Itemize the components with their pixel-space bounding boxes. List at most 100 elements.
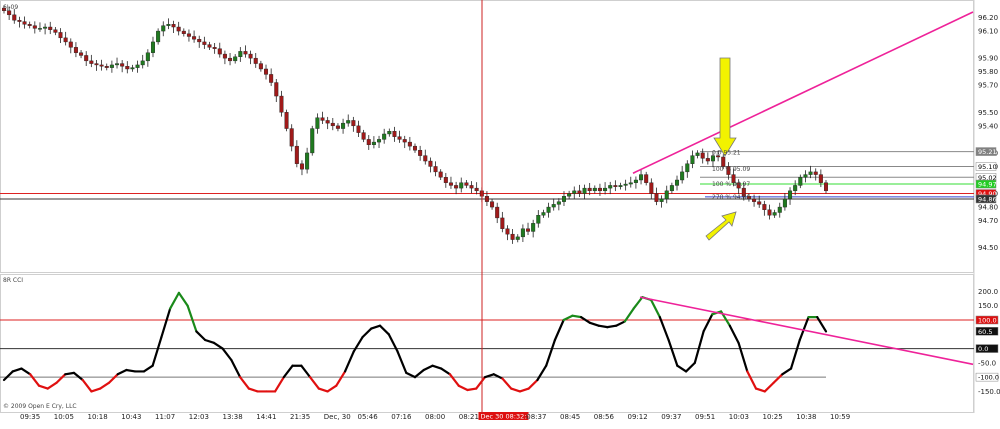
time-tick-label: 09:35: [20, 413, 40, 421]
candle: [166, 18, 171, 30]
cci-segment: [361, 327, 373, 339]
candle: [716, 150, 721, 162]
candle: [433, 161, 438, 177]
time-tick-label: 08:21: [459, 413, 479, 421]
cci-segment: [492, 373, 504, 380]
price-tag-label: 94.97: [978, 181, 997, 189]
candle: [418, 145, 423, 161]
cci-segment: [518, 387, 530, 393]
candle: [135, 60, 140, 73]
candle: [531, 219, 536, 238]
candle: [664, 185, 669, 204]
candle: [48, 21, 53, 35]
time-tick-label: 10:18: [88, 413, 108, 421]
time-tick-label: 10:03: [729, 413, 749, 421]
cci-segment: [798, 316, 810, 342]
candle: [654, 187, 659, 206]
cci-segment: [754, 387, 766, 393]
candle: [752, 194, 757, 207]
price-trendline[interactable]: [632, 11, 974, 174]
candle: [454, 181, 459, 195]
candle: [767, 204, 772, 220]
cci-segment: [781, 367, 793, 376]
cci-segment: [273, 376, 285, 393]
cci-segment: [413, 368, 425, 379]
cci-segment: [763, 381, 775, 393]
time-tick-label: 09:37: [661, 413, 681, 421]
svg-text:Dec 30 08:32:34: Dec 30 08:32:34: [481, 413, 535, 421]
cci-segment: [571, 314, 583, 319]
cci-tag-label: -100.0: [978, 374, 999, 382]
cci-segment: [151, 336, 163, 367]
candle: [371, 136, 376, 149]
time-tick-label: 09:51: [695, 413, 715, 421]
candle: [567, 190, 572, 199]
cci-segment: [728, 324, 740, 344]
candle: [284, 109, 289, 132]
candle: [762, 200, 767, 216]
cci-segment: [650, 298, 661, 319]
cci-segment: [370, 324, 382, 330]
candle: [377, 135, 382, 149]
cci-segment: [169, 291, 180, 310]
candle: [608, 181, 613, 195]
symbol-label: 6J-09: [3, 4, 18, 11]
cci-segment: [466, 387, 478, 392]
cci-segment: [378, 324, 390, 336]
cci-segment: [37, 384, 49, 390]
cci-segment: [317, 387, 329, 393]
candle: [37, 22, 42, 32]
cci-segment: [405, 371, 417, 379]
candle: [289, 124, 294, 152]
candle: [156, 28, 161, 45]
cci-segment: [20, 367, 32, 376]
price-panel[interactable]: [0, 0, 974, 273]
cci-segment: [702, 313, 714, 333]
price-tick-label: 94.80: [978, 204, 998, 212]
candle: [269, 68, 274, 87]
candle: [675, 175, 680, 191]
time-tick-label: 07:16: [391, 413, 412, 421]
price-tag-label: 94.86: [978, 195, 997, 203]
cci-segment: [160, 307, 172, 339]
time-tick-label: 14:41: [256, 413, 276, 421]
copyright-text: © 2009 Open E Cry, LLC: [3, 403, 77, 410]
cci-segment: [308, 376, 320, 390]
cci-segment: [29, 373, 41, 387]
candle: [258, 60, 263, 72]
time-tick-label: 21:35: [290, 413, 310, 421]
candle: [505, 225, 510, 241]
cci-segment: [615, 320, 626, 327]
candle: [685, 160, 690, 178]
candle: [490, 198, 495, 210]
candle: [315, 113, 320, 134]
cci-tag: 60.5: [975, 327, 999, 336]
candle: [536, 210, 541, 228]
candle: [726, 162, 731, 180]
candle: [212, 42, 217, 54]
cci-trendline[interactable]: [639, 296, 974, 366]
price-tick-label: 94.50: [978, 244, 998, 252]
cci-segment: [221, 347, 233, 362]
candle: [253, 53, 258, 68]
cci-segment: [772, 373, 784, 384]
cci-segment: [107, 373, 119, 384]
cci-segment: [300, 364, 312, 379]
candle: [520, 224, 525, 243]
time-tick-label: 08:00: [425, 413, 445, 421]
candle: [474, 182, 479, 195]
price-tag-label: 95.10: [978, 163, 997, 171]
candle: [782, 192, 787, 211]
candle: [803, 170, 808, 183]
cci-segment: [562, 314, 574, 322]
cci-segment: [606, 324, 618, 329]
candle: [22, 16, 27, 29]
fib-label: 0.0 95.21: [712, 150, 741, 157]
candle: [274, 79, 279, 103]
candle: [63, 31, 68, 46]
candle: [43, 23, 48, 35]
cci-panel[interactable]: [0, 274, 974, 413]
candle: [736, 179, 741, 195]
yellow-down-arrow: [713, 57, 737, 157]
